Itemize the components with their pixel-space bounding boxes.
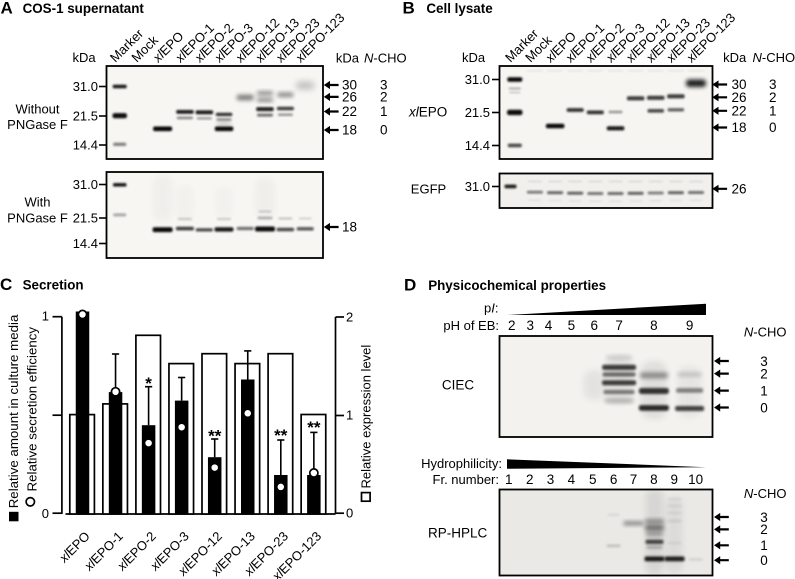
svg-text:CIEC: CIEC (442, 378, 475, 393)
svg-text:18: 18 (342, 123, 357, 138)
svg-text:9: 9 (686, 318, 694, 333)
svg-text:1: 1 (42, 308, 49, 323)
svg-text:Secretion: Secretion (23, 278, 84, 293)
svg-text:**: ** (274, 426, 288, 445)
svg-text:18: 18 (732, 120, 747, 135)
svg-text:0: 0 (380, 123, 388, 138)
svg-text:4: 4 (568, 472, 576, 487)
svg-text:31.0: 31.0 (465, 72, 490, 87)
svg-text:8: 8 (650, 318, 658, 333)
svg-text:18: 18 (342, 220, 357, 235)
svg-text:A: A (1, 0, 13, 17)
svg-text:B: B (403, 0, 415, 17)
svg-text:5: 5 (568, 318, 576, 333)
svg-text:14.4: 14.4 (73, 236, 98, 251)
svg-text:1: 1 (760, 383, 768, 398)
svg-text:N-CHO: N-CHO (744, 486, 787, 501)
svg-text:Relative secretion efficiency: Relative secretion efficiency (25, 327, 40, 492)
svg-text:Physicochemical properties: Physicochemical properties (428, 278, 606, 293)
svg-text:1: 1 (769, 103, 777, 118)
svg-text:0: 0 (760, 553, 768, 568)
svg-text:0: 0 (346, 505, 353, 520)
svg-text:pH of EB:: pH of EB: (443, 318, 499, 333)
svg-text:Fr. number:: Fr. number: (433, 472, 499, 487)
svg-text:Relative expression level: Relative expression level (359, 345, 374, 489)
svg-text:21.5: 21.5 (73, 109, 98, 124)
svg-text:2: 2 (760, 366, 768, 381)
svg-text:N-CHO: N-CHO (364, 50, 407, 65)
svg-text:22: 22 (342, 104, 357, 119)
svg-text:xlEPO: xlEPO (408, 105, 447, 120)
svg-text:**: ** (307, 418, 321, 437)
svg-text:30: 30 (732, 77, 747, 92)
svg-text:D: D (404, 276, 416, 295)
svg-text:kDa: kDa (72, 50, 96, 65)
svg-text:**: ** (208, 427, 222, 446)
svg-text:21.5: 21.5 (465, 105, 490, 120)
svg-text:1: 1 (505, 472, 513, 487)
svg-text:2: 2 (760, 522, 768, 537)
svg-text:31.0: 31.0 (465, 179, 490, 194)
svg-text:14.4: 14.4 (73, 138, 98, 153)
svg-text:4: 4 (545, 318, 553, 333)
svg-text:3: 3 (547, 472, 555, 487)
svg-text:26: 26 (342, 90, 357, 105)
svg-text:7: 7 (630, 472, 638, 487)
svg-text:Relative amount in culture med: Relative amount in culture media (6, 314, 21, 508)
svg-text:31.0: 31.0 (73, 177, 98, 192)
svg-text:kDa: kDa (336, 50, 360, 65)
svg-text:1: 1 (346, 408, 353, 423)
svg-text:RP-HPLC: RP-HPLC (428, 525, 488, 540)
svg-text:kDa: kDa (462, 50, 486, 65)
svg-text:26: 26 (732, 90, 747, 105)
svg-text:C: C (0, 275, 12, 294)
svg-text:8: 8 (650, 472, 658, 487)
svg-text:*: * (145, 374, 152, 393)
svg-text:21.5: 21.5 (73, 211, 98, 226)
svg-text:Without: Without (15, 102, 59, 117)
svg-text:26: 26 (732, 181, 747, 196)
svg-text:2: 2 (769, 90, 777, 105)
svg-text:10: 10 (688, 472, 703, 487)
svg-text:0: 0 (760, 400, 768, 415)
svg-text:3: 3 (380, 78, 388, 93)
svg-text:EGFP: EGFP (411, 182, 446, 197)
svg-text:9: 9 (670, 472, 678, 487)
svg-text:0: 0 (769, 120, 777, 135)
svg-text:N-CHO: N-CHO (744, 324, 787, 339)
svg-text:14.4: 14.4 (465, 138, 490, 153)
svg-text:6: 6 (610, 472, 618, 487)
svg-text:31.0: 31.0 (73, 79, 98, 94)
svg-text:5: 5 (589, 472, 597, 487)
svg-text:PNGase F: PNGase F (7, 211, 68, 226)
svg-text:pI:: pI: (484, 300, 498, 315)
svg-text:2: 2 (346, 310, 353, 325)
svg-text:22: 22 (732, 103, 747, 118)
svg-text:kDa: kDa (723, 50, 747, 65)
svg-text:1: 1 (380, 104, 388, 119)
svg-text:3: 3 (526, 318, 534, 333)
svg-text:2: 2 (526, 472, 534, 487)
svg-text:N-CHO: N-CHO (753, 50, 795, 65)
svg-text:30: 30 (342, 78, 357, 93)
svg-text:Hydrophilicity:: Hydrophilicity: (421, 456, 502, 471)
svg-text:2: 2 (380, 90, 388, 105)
svg-text:Cell lysate: Cell lysate (426, 1, 492, 16)
svg-text:COS-1 supernatant: COS-1 supernatant (23, 1, 145, 16)
svg-text:1: 1 (760, 538, 768, 553)
svg-text:2: 2 (508, 318, 516, 333)
svg-text:6: 6 (591, 318, 599, 333)
svg-text:3: 3 (760, 354, 768, 369)
svg-text:With: With (25, 195, 51, 210)
svg-text:7: 7 (615, 318, 623, 333)
svg-text:3: 3 (769, 77, 777, 92)
svg-text:PNGase F: PNGase F (7, 117, 68, 132)
svg-text:0: 0 (42, 506, 49, 521)
svg-text:3: 3 (760, 510, 768, 525)
